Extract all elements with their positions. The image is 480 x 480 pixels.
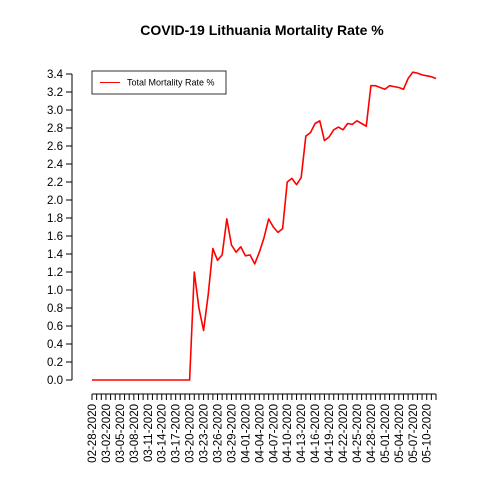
x-tick-label: 04-13-2020 xyxy=(296,404,308,463)
y-tick-label: 2.2 xyxy=(47,177,63,189)
x-tick-label: 03-17-2020 xyxy=(171,404,183,463)
y-tick-label: 1.4 xyxy=(47,249,64,261)
x-tick-label: 03-14-2020 xyxy=(157,404,169,463)
y-tick-label: 2.8 xyxy=(47,123,63,135)
x-tick-label: 03-20-2020 xyxy=(185,404,197,463)
y-tick-label: 1.0 xyxy=(47,285,63,297)
x-axis: 02-28-2020 03-02-2020 03-05-2020 03-08-2020… xyxy=(87,393,437,463)
x-tick-label: 05-01-2020 xyxy=(380,404,392,463)
x-tick-label: 03-26-2020 xyxy=(213,404,225,463)
x-tick-label: 04-10-2020 xyxy=(282,404,294,463)
y-tick-label: 2.6 xyxy=(47,141,63,153)
x-tick-label: 03-23-2020 xyxy=(199,404,211,463)
x-tick-label: 04-07-2020 xyxy=(268,404,280,463)
x-tick-label: 03-05-2020 xyxy=(115,404,127,463)
y-tick-label: 0.0 xyxy=(47,375,63,387)
y-tick-label: 0.6 xyxy=(47,321,63,333)
legend: Total Mortality Rate % xyxy=(91,70,227,95)
y-tick-label: 3.0 xyxy=(47,105,63,117)
x-tick-label: 04-28-2020 xyxy=(366,404,378,463)
x-tick-label: 05-04-2020 xyxy=(394,404,406,463)
y-axis: 0.0 0.2 0.4 0.6 0.8 1.0 1.2 1.4 1.6 1.8 2.0 2.2 2.4 2… xyxy=(47,69,73,387)
y-tick-label: 3.2 xyxy=(47,87,63,99)
x-tick-label: 03-29-2020 xyxy=(226,404,238,463)
y-tick-label: 3.4 xyxy=(47,69,64,81)
x-tick-label: 04-01-2020 xyxy=(240,404,252,463)
y-tick-label: 2.4 xyxy=(47,159,64,171)
y-tick-label: 1.8 xyxy=(47,213,63,225)
x-tick-label: 03-02-2020 xyxy=(101,404,113,463)
y-tick-label: 0.8 xyxy=(47,303,63,315)
x-tick-label: 05-07-2020 xyxy=(408,404,420,463)
legend-box xyxy=(91,70,227,95)
x-tick-label: 03-11-2020 xyxy=(143,404,155,462)
x-tick-label: 04-19-2020 xyxy=(324,404,336,463)
x-tick-label: 04-25-2020 xyxy=(352,404,364,463)
x-tick-label: 04-16-2020 xyxy=(310,404,322,463)
plot-area xyxy=(91,71,437,381)
x-tick-label: 03-08-2020 xyxy=(129,404,141,463)
x-tick-label: 04-04-2020 xyxy=(254,404,266,463)
y-tick-label: 0.2 xyxy=(47,357,63,369)
legend-label: Total Mortality Rate % xyxy=(127,78,215,88)
y-tick-label: 1.6 xyxy=(47,231,63,243)
y-tick-label: 1.2 xyxy=(47,267,63,279)
y-tick-label: 0.4 xyxy=(47,339,64,351)
x-tick-label: 05-10-2020 xyxy=(422,404,434,463)
y-tick-label: 2.0 xyxy=(47,195,63,207)
x-tick-label: 02-28-2020 xyxy=(87,404,99,463)
chart-title: COVID-19 Lithuania Mortality Rate % xyxy=(140,22,384,38)
x-tick-label: 04-22-2020 xyxy=(338,404,350,463)
